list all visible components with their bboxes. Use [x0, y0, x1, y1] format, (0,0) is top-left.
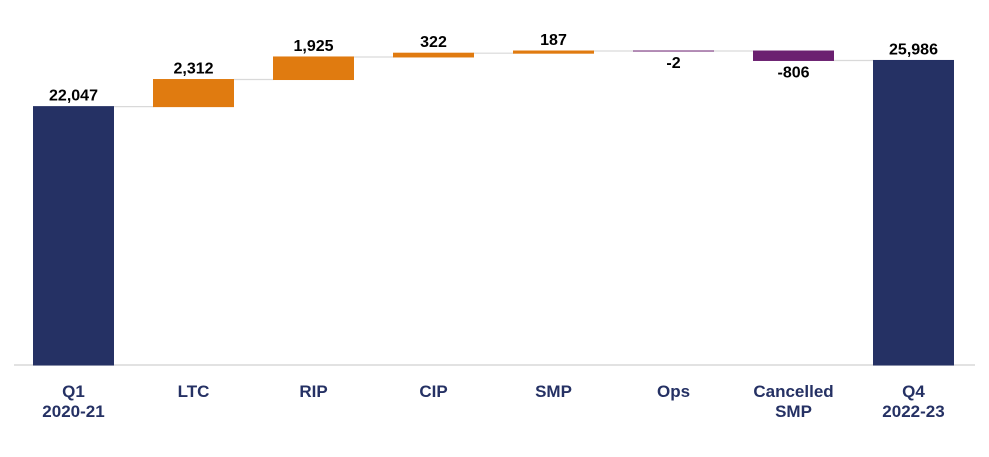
- x-tick-label: 2022-23: [882, 402, 944, 421]
- bar: [753, 50, 834, 61]
- bar: [873, 59, 954, 366]
- value-label: 22,047: [49, 88, 98, 105]
- bar: [153, 79, 234, 108]
- bar: [393, 52, 474, 58]
- bar: [273, 56, 354, 81]
- bar: [513, 50, 594, 54]
- value-label: 322: [420, 34, 447, 51]
- x-tick-label: SMP: [775, 402, 812, 421]
- x-tick-label: Ops: [657, 382, 690, 401]
- value-label: 25,986: [889, 41, 938, 58]
- x-tick-label: Cancelled: [753, 382, 833, 401]
- value-label: 187: [540, 32, 567, 49]
- bar: [33, 106, 114, 366]
- x-tick-label: Q1: [62, 382, 85, 401]
- value-label: 2,312: [173, 61, 213, 78]
- value-label: -806: [777, 64, 809, 81]
- x-tick-label: CIP: [419, 382, 447, 401]
- x-tick-label: RIP: [299, 382, 327, 401]
- x-tick-label: LTC: [178, 382, 210, 401]
- x-tick-label: Q4: [902, 382, 925, 401]
- x-tick-label: 2020-21: [42, 402, 104, 421]
- value-label: 1,925: [293, 38, 333, 55]
- value-label: -2: [666, 55, 680, 72]
- x-tick-label: SMP: [535, 382, 572, 401]
